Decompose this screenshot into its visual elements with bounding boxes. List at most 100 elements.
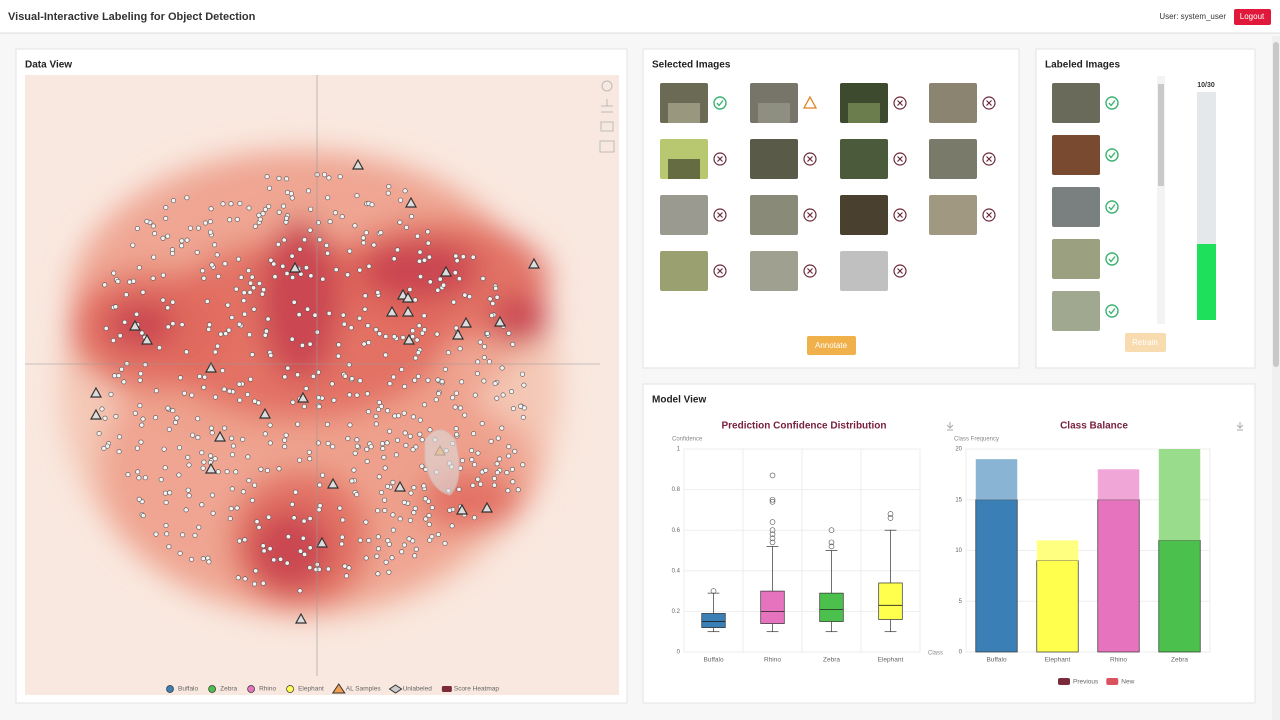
al-sample	[258, 407, 272, 419]
unlabeled-point	[354, 492, 360, 498]
unlabeled-point	[144, 218, 150, 224]
unlabeled-point	[376, 399, 382, 405]
unlabeled-point	[163, 205, 169, 211]
retrain-button[interactable]	[1125, 333, 1166, 352]
unlabeled-point	[262, 431, 268, 437]
labeled-scrollbar[interactable]	[1157, 76, 1165, 324]
unlabeled-point	[449, 523, 455, 529]
thumbnail[interactable]	[660, 251, 708, 291]
box	[760, 590, 785, 624]
unlabeled-point	[196, 524, 202, 530]
thumbnail[interactable]	[929, 139, 977, 179]
status-ok	[1108, 308, 1116, 315]
thumbnail[interactable]	[929, 83, 977, 123]
thumbnail[interactable]	[660, 195, 708, 235]
al-sample	[326, 477, 340, 489]
unlabeled-point	[381, 497, 387, 503]
page-scroll-thumb[interactable]	[1273, 42, 1279, 367]
unlabeled-point	[415, 373, 421, 379]
thumbnail[interactable]	[750, 195, 798, 235]
unlabeled-point	[462, 292, 468, 298]
unlabeled-point	[218, 331, 224, 337]
unlabeled-point	[302, 551, 308, 557]
unlabeled-point	[283, 215, 289, 221]
unlabeled-point	[229, 314, 235, 320]
thumbnail[interactable]	[840, 195, 888, 235]
unlabeled-point	[301, 403, 307, 409]
unlabeled-point	[184, 195, 190, 201]
unlabeled-point	[427, 427, 433, 433]
thumbnail[interactable]	[1052, 291, 1100, 331]
thumbnail[interactable]	[929, 195, 977, 235]
labeled-scroll-thumb[interactable]	[1158, 84, 1164, 186]
toolbar-icons[interactable]	[599, 80, 615, 153]
unlabeled-point	[162, 465, 168, 471]
logout-button[interactable]	[1234, 9, 1271, 25]
unlabeled-point	[134, 311, 140, 317]
unlabeled-point	[260, 543, 266, 549]
panel-title: Selected Images	[652, 60, 731, 71]
unlabeled-point	[354, 443, 360, 449]
annotate-button[interactable]	[807, 336, 856, 355]
unlabeled-point	[184, 237, 190, 243]
page-scrollbar[interactable]	[1272, 36, 1280, 720]
unlabeled-point	[160, 272, 166, 278]
unlabeled-point	[296, 312, 302, 318]
unlabeled-point	[383, 333, 389, 339]
unlabeled-point	[426, 512, 432, 518]
unlabeled-point	[125, 472, 131, 478]
unlabeled-point	[472, 462, 478, 468]
unlabeled-point	[228, 201, 234, 207]
thumbnail[interactable]	[1052, 83, 1100, 123]
unlabeled-point	[352, 223, 358, 229]
unlabeled-point	[327, 219, 333, 225]
thumbnail[interactable]	[840, 139, 888, 179]
unlabeled-point	[282, 374, 288, 380]
logout-text[interactable]: Logout	[1240, 12, 1265, 21]
unlabeled-point	[506, 330, 512, 336]
annotate-text[interactable]: Annotate	[815, 341, 848, 350]
unlabeled-point	[160, 297, 166, 303]
unlabeled-point	[419, 463, 425, 469]
unlabeled-point	[196, 225, 202, 231]
download-icon[interactable]	[946, 422, 954, 431]
unlabeled-point	[135, 469, 141, 475]
thumbnail[interactable]	[1052, 135, 1100, 175]
unlabeled-point	[437, 276, 443, 282]
unlabeled-point	[165, 305, 171, 311]
legend-swatch	[1106, 678, 1119, 685]
unlabeled-point	[387, 428, 393, 434]
thumbnail[interactable]	[750, 139, 798, 179]
unlabeled-point	[363, 519, 369, 525]
unlabeled-point	[221, 386, 227, 392]
unlabeled-point	[336, 342, 342, 348]
unlabeled-point	[179, 243, 185, 249]
unlabeled-point	[459, 379, 465, 385]
unlabeled-point	[489, 312, 495, 318]
unlabeled-point	[383, 352, 389, 358]
unlabeled-point	[188, 225, 194, 231]
thumbnail[interactable]	[750, 251, 798, 291]
thumbnail[interactable]	[840, 251, 888, 291]
unlabeled-point	[510, 479, 516, 485]
status-rejected	[803, 152, 817, 166]
unlabeled-point	[330, 444, 336, 450]
unlabeled-point	[391, 374, 397, 380]
unlabeled-point	[228, 506, 234, 512]
unlabeled-point	[237, 397, 243, 403]
unlabeled-point	[307, 565, 313, 571]
y-tick-label: 10	[955, 548, 962, 554]
al-sample	[385, 305, 399, 317]
unlabeled-point	[470, 482, 476, 488]
retrain-text[interactable]: Retrain	[1132, 338, 1158, 347]
unlabeled-point	[453, 253, 459, 259]
unlabeled-point	[407, 517, 413, 523]
legend-label: AL Samples	[346, 686, 382, 693]
legend-symbol	[208, 685, 216, 693]
unlabeled-point	[170, 299, 176, 305]
thumbnail[interactable]	[1052, 239, 1100, 279]
al-sample	[351, 158, 365, 170]
panel-title: Data View	[25, 60, 72, 71]
download-icon[interactable]	[1236, 422, 1244, 431]
thumbnail[interactable]	[1052, 187, 1100, 227]
